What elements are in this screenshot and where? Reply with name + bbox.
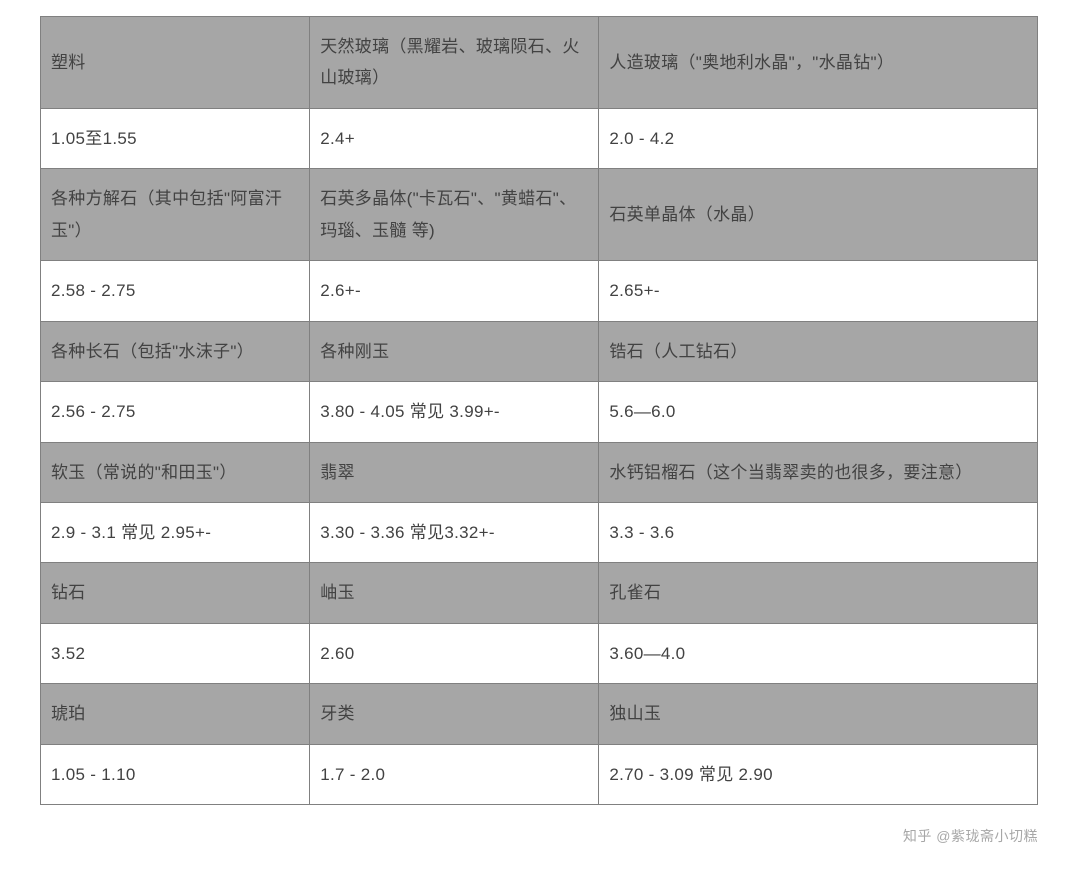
density-table: 塑料 天然玻璃（黑耀岩、玻璃陨石、火山玻璃） 人造玻璃（"奥地利水晶"，"水晶钻… [40, 16, 1038, 805]
table-body: 塑料 天然玻璃（黑耀岩、玻璃陨石、火山玻璃） 人造玻璃（"奥地利水晶"，"水晶钻… [41, 17, 1038, 805]
table-row: 1.05至1.55 2.4+ 2.0 - 4.2 [41, 108, 1038, 168]
cell-value: 3.52 [41, 623, 310, 683]
table-row: 2.9 - 3.1 常见 2.95+- 3.30 - 3.36 常见3.32+-… [41, 502, 1038, 562]
cell-material: 水钙铝榴石（这个当翡翠卖的也很多，要注意） [599, 442, 1038, 502]
table-row: 琥珀 牙类 独山玉 [41, 684, 1038, 744]
table-row: 塑料 天然玻璃（黑耀岩、玻璃陨石、火山玻璃） 人造玻璃（"奥地利水晶"，"水晶钻… [41, 17, 1038, 109]
table-row: 1.05 - 1.10 1.7 - 2.0 2.70 - 3.09 常见 2.9… [41, 744, 1038, 804]
table-row: 软玉（常说的"和田玉"） 翡翠 水钙铝榴石（这个当翡翠卖的也很多，要注意） [41, 442, 1038, 502]
cell-value: 2.0 - 4.2 [599, 108, 1038, 168]
cell-value: 3.60—4.0 [599, 623, 1038, 683]
table-row: 2.56 - 2.75 3.80 - 4.05 常见 3.99+- 5.6—6.… [41, 382, 1038, 442]
cell-material: 翡翠 [310, 442, 599, 502]
table-row: 钻石 岫玉 孔雀石 [41, 563, 1038, 623]
cell-value: 1.05至1.55 [41, 108, 310, 168]
cell-value: 2.4+ [310, 108, 599, 168]
cell-value: 2.6+- [310, 261, 599, 321]
cell-value: 2.60 [310, 623, 599, 683]
table-row: 3.52 2.60 3.60—4.0 [41, 623, 1038, 683]
watermark: 知乎 @紫珑斋小切糕 [903, 826, 1038, 846]
table-row: 各种方解石（其中包括"阿富汗玉"） 石英多晶体("卡瓦石"、"黄蜡石"、玛瑙、玉… [41, 169, 1038, 261]
cell-value: 1.7 - 2.0 [310, 744, 599, 804]
cell-value: 5.6—6.0 [599, 382, 1038, 442]
cell-material: 天然玻璃（黑耀岩、玻璃陨石、火山玻璃） [310, 17, 599, 109]
cell-value: 2.58 - 2.75 [41, 261, 310, 321]
cell-material: 孔雀石 [599, 563, 1038, 623]
cell-value: 2.9 - 3.1 常见 2.95+- [41, 502, 310, 562]
cell-material: 锆石（人工钻石） [599, 321, 1038, 381]
cell-material: 塑料 [41, 17, 310, 109]
cell-value: 2.70 - 3.09 常见 2.90 [599, 744, 1038, 804]
cell-value: 3.80 - 4.05 常见 3.99+- [310, 382, 599, 442]
cell-material: 人造玻璃（"奥地利水晶"，"水晶钻"） [599, 17, 1038, 109]
cell-value: 1.05 - 1.10 [41, 744, 310, 804]
cell-value: 3.3 - 3.6 [599, 502, 1038, 562]
table-row: 2.58 - 2.75 2.6+- 2.65+- [41, 261, 1038, 321]
table-row: 各种长石（包括"水沫子"） 各种刚玉 锆石（人工钻石） [41, 321, 1038, 381]
cell-material: 各种方解石（其中包括"阿富汗玉"） [41, 169, 310, 261]
cell-material: 岫玉 [310, 563, 599, 623]
cell-material: 石英单晶体（水晶） [599, 169, 1038, 261]
cell-material: 牙类 [310, 684, 599, 744]
cell-material: 各种刚玉 [310, 321, 599, 381]
cell-material: 各种长石（包括"水沫子"） [41, 321, 310, 381]
cell-material: 钻石 [41, 563, 310, 623]
cell-material: 独山玉 [599, 684, 1038, 744]
cell-value: 2.65+- [599, 261, 1038, 321]
cell-value: 2.56 - 2.75 [41, 382, 310, 442]
cell-material: 石英多晶体("卡瓦石"、"黄蜡石"、玛瑙、玉髓 等) [310, 169, 599, 261]
cell-value: 3.30 - 3.36 常见3.32+- [310, 502, 599, 562]
cell-material: 琥珀 [41, 684, 310, 744]
cell-material: 软玉（常说的"和田玉"） [41, 442, 310, 502]
